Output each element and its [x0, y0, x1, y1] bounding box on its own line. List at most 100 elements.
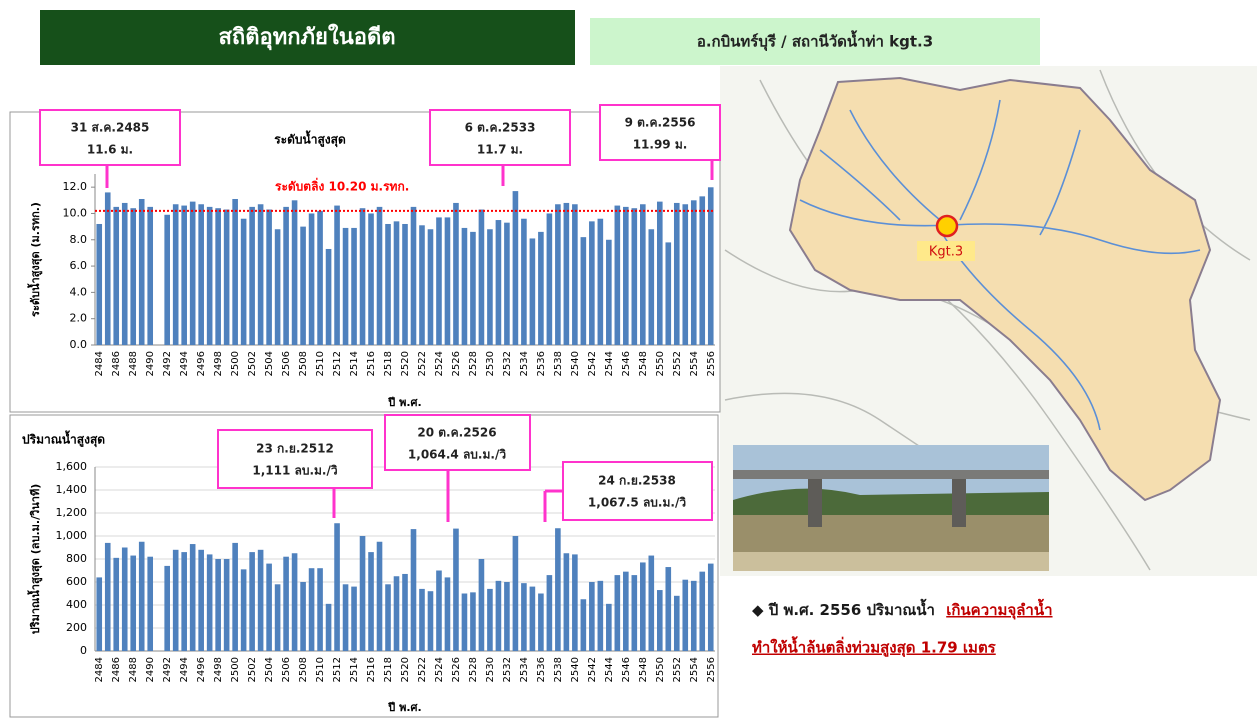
callout-date: 9 ต.ค.2556 — [625, 116, 696, 130]
slide: Kgt.3 สถิติอุทกภัยในอดีต อ.กบินทร์บุรี /… — [0, 0, 1257, 718]
callout-date: 23 ก.ย.2512 — [256, 442, 334, 456]
y-tick-label: 1,600 — [56, 460, 88, 473]
y-tick-label: 0 — [80, 644, 87, 657]
bar — [615, 206, 621, 345]
x-tick-label: 2524 — [434, 657, 445, 682]
bar — [445, 577, 451, 651]
bar — [385, 224, 391, 345]
callout-value: 1,111 ลบ.ม./วิ — [252, 464, 338, 478]
x-tick-label: 2530 — [485, 351, 496, 376]
x-tick-label: 2510 — [315, 351, 326, 376]
x-tick-label: 2486 — [111, 657, 122, 682]
callout-value: 11.7 ม. — [477, 143, 523, 157]
x-tick-label: 2520 — [400, 351, 411, 376]
bar — [96, 224, 102, 345]
bar — [665, 567, 671, 651]
x-tick-label: 2488 — [128, 351, 139, 376]
photo — [733, 445, 1049, 571]
y-tick-label: 2.0 — [70, 312, 88, 325]
bar — [215, 559, 221, 651]
callout-date: 20 ต.ค.2526 — [417, 426, 496, 440]
bar — [513, 536, 519, 651]
bar — [198, 204, 204, 345]
bar — [615, 575, 621, 651]
x-tick-label: 2518 — [383, 657, 394, 682]
x-tick-label: 2556 — [706, 351, 717, 376]
bar — [538, 232, 544, 345]
bar — [699, 572, 705, 651]
bar — [419, 225, 425, 345]
callout-box — [218, 430, 372, 488]
x-tick-label: 2518 — [383, 351, 394, 376]
x-tick-label: 2528 — [468, 657, 479, 682]
callout-date: 24 ก.ย.2538 — [598, 474, 676, 488]
bar — [113, 558, 119, 651]
bar — [360, 536, 366, 651]
bar — [122, 548, 128, 652]
bar — [224, 210, 230, 345]
bar — [394, 576, 400, 651]
bar — [377, 542, 383, 651]
note-bullet: ◆ ปี พ.ศ. 2556 ปริมาณน้ำ — [752, 598, 935, 619]
x-tick-label: 2548 — [638, 351, 649, 376]
bar — [224, 559, 230, 651]
callout-value: 11.99 ม. — [633, 138, 688, 152]
x-tick-label: 2526 — [451, 351, 462, 376]
bar — [581, 599, 587, 651]
x-tick-label: 2534 — [519, 351, 530, 376]
callout-value: 11.6 ม. — [87, 143, 133, 157]
x-tick-label: 2530 — [485, 657, 496, 682]
x-tick-label: 2540 — [570, 657, 581, 682]
bar — [139, 199, 145, 345]
bar — [691, 581, 697, 651]
bar — [343, 228, 349, 345]
bar — [317, 211, 323, 345]
bar — [105, 543, 111, 651]
bar — [173, 550, 179, 651]
bar — [589, 221, 595, 345]
bar — [547, 213, 553, 345]
bar — [547, 575, 553, 651]
x-tick-label: 2528 — [468, 351, 479, 376]
bar — [326, 249, 332, 345]
x-tick-label: 2490 — [145, 351, 156, 376]
bar — [555, 204, 561, 345]
bar — [309, 213, 315, 345]
bar — [572, 554, 578, 651]
bar — [479, 559, 485, 651]
x-tick-label: 2510 — [315, 657, 326, 682]
bar — [181, 206, 187, 345]
x-tick-label: 2516 — [366, 351, 377, 376]
note-highlight: ทำให้น้ำล้นตลิ่งท่วมสูงสุด 1.79 เมตร — [752, 636, 997, 658]
bar — [377, 207, 383, 345]
bar — [657, 590, 663, 651]
x-tick-label: 2552 — [672, 657, 683, 682]
bar — [504, 582, 510, 651]
photo-river — [733, 515, 1049, 555]
bar — [283, 557, 289, 651]
bar — [207, 207, 213, 345]
bar — [241, 569, 247, 651]
x-tick-label: 2486 — [111, 351, 122, 376]
bar — [190, 544, 196, 651]
bar — [368, 213, 374, 345]
bar — [496, 581, 502, 651]
bar — [130, 208, 136, 345]
x-tick-label: 2520 — [400, 657, 411, 682]
x-tick-label: 2506 — [281, 657, 292, 682]
bar — [648, 229, 654, 345]
x-tick-label: 2534 — [519, 657, 530, 682]
x-tick-label: 2540 — [570, 351, 581, 376]
bar — [682, 580, 688, 651]
x-tick-label: 2532 — [502, 657, 513, 682]
bar — [674, 596, 680, 651]
bar — [130, 556, 136, 651]
bar — [674, 203, 680, 345]
bar — [487, 589, 493, 651]
callout-date: 31 ส.ค.2485 — [71, 121, 150, 135]
x-tick-label: 2490 — [145, 657, 156, 682]
x-tick-label: 2484 — [94, 351, 105, 376]
bar — [606, 240, 612, 345]
bar — [589, 582, 595, 651]
bar — [521, 583, 527, 651]
